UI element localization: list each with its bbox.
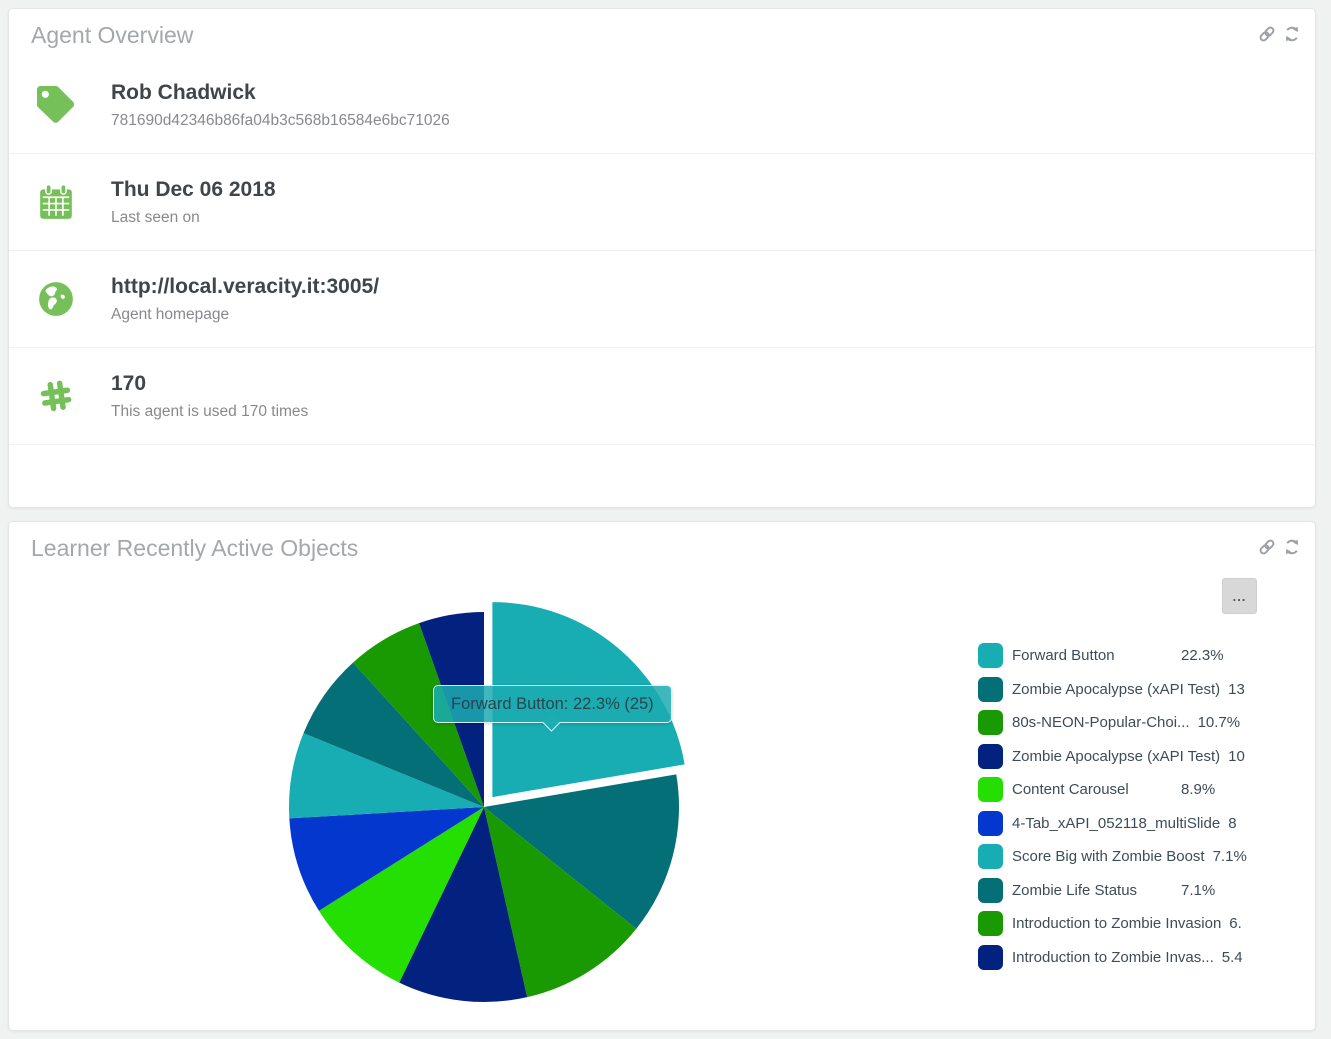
agent-overview-header: Agent Overview [9,9,1315,57]
pie-slice[interactable] [289,807,484,911]
link-icon[interactable] [1258,538,1276,556]
legend-label: Zombie Apocalypse (xAPI Test) [1012,680,1221,698]
calendar-icon [37,183,111,221]
legend-label: 4-Tab_xAPI_052118_multiSlide [1012,814,1221,832]
refresh-icon[interactable] [1283,538,1301,556]
agent-name: Rob Chadwick [111,80,256,104]
hash-icon [37,377,111,415]
usage-row: 170 This agent is used 170 times [9,348,1315,445]
legend-label: Forward Button [1012,647,1115,665]
legend-label: Score Big with Zombie Boost [1012,848,1205,866]
legend-swatch [978,777,1003,803]
homepage-url: http://local.veracity.it:3005/ [111,274,380,298]
tag-icon [37,86,111,124]
pie-slice[interactable] [288,733,484,819]
chart-tooltip-text: Forward Button: 22.3% (25) [451,695,654,713]
legend-swatch [978,944,1003,970]
legend-value: 8.9% [1181,781,1216,799]
recent-objects-title: Learner Recently Active Objects [31,535,359,561]
pie-slice[interactable] [303,662,484,807]
recent-objects-card: Learner Recently Active Objects ... [8,521,1316,1031]
chart-tooltip: Forward Button: 22.3% (25) [433,685,672,732]
legend-item[interactable]: Forward Button 22.3% [978,639,1315,673]
pie-chart [288,602,685,1003]
legend-value: 22.3% [1181,647,1224,665]
agent-name-row: Rob Chadwick 781690d42346b86fa04b3c568b1… [9,57,1315,154]
legend-swatch [978,710,1003,736]
agent-overview-card: Agent Overview [8,8,1316,508]
legend-value: 13 [1228,680,1245,698]
pie-slice[interactable] [484,807,637,998]
agent-id: 781690d42346b86fa04b3c568b16584e6bc71026 [111,111,450,129]
legend-value: 8 [1228,814,1237,832]
legend-swatch [978,844,1003,870]
legend-label: 80s-NEON-Popular-Choi... [1012,714,1190,732]
link-icon[interactable] [1258,25,1276,43]
pie-slice[interactable] [353,623,484,807]
legend-item[interactable]: Content Carousel 8.9% [978,773,1315,807]
legend-item[interactable]: Zombie Apocalypse (xAPI Test) 10 [978,740,1315,774]
legend-label: Content Carousel [1012,781,1129,799]
legend-label: Zombie Life Status [1012,881,1138,899]
legend-value: 5.4 [1221,948,1243,966]
legend-value: 10.7% [1197,714,1241,732]
homepage-row: http://local.veracity.it:3005/ Agent hom… [9,251,1315,348]
legend-value: 7.1% [1212,848,1247,866]
legend-item[interactable]: Score Big with Zombie Boost 7.1% [978,840,1315,874]
legend-label: Zombie Apocalypse (xAPI Test) [1012,747,1221,765]
agent-overview-title: Agent Overview [31,22,194,48]
homepage-label: Agent homepage [111,305,230,323]
legend-swatch [978,810,1003,836]
globe-icon [37,280,111,318]
legend-item[interactable]: 80s-NEON-Popular-Choi... 10.7% [978,706,1315,740]
pie-slice[interactable] [399,807,528,1003]
recent-objects-header: Learner Recently Active Objects [9,522,1315,570]
refresh-icon[interactable] [1283,25,1301,43]
last-seen-date: Thu Dec 06 2018 [111,177,276,201]
legend-item[interactable]: Introduction to Zombie Invas... 5.4 [978,941,1315,975]
last-seen-row: Thu Dec 06 2018 Last seen on [9,154,1315,251]
usage-count: 170 [111,371,147,395]
legend-value: 7.1% [1181,881,1216,899]
legend-item[interactable]: Zombie Apocalypse (xAPI Test) 13 [978,673,1315,707]
chart-context-menu-button[interactable]: ... [1222,578,1257,614]
legend-swatch [978,877,1003,903]
legend-swatch [978,643,1003,669]
legend-swatch [978,676,1003,702]
legend-label: Introduction to Zombie Invas... [1012,948,1214,966]
legend-item[interactable]: Introduction to Zombie Invasion 6. [978,907,1315,941]
pie-slice[interactable] [484,774,680,929]
usage-label: This agent is used 170 times [111,402,309,420]
last-seen-label: Last seen on [111,208,200,226]
legend-value: 6. [1229,915,1242,933]
legend-value: 10 [1228,747,1245,765]
pie-slice[interactable] [318,807,484,983]
legend-item[interactable]: Zombie Life Status 7.1% [978,874,1315,908]
legend-item[interactable]: 4-Tab_xAPI_052118_multiSlide 8 [978,807,1315,841]
legend-label: Introduction to Zombie Invasion [1012,915,1222,933]
legend-swatch [978,743,1003,769]
legend-swatch [978,911,1003,937]
chart-legend: Forward Button 22.3% Zombie Apocalypse (xA… [978,639,1315,975]
